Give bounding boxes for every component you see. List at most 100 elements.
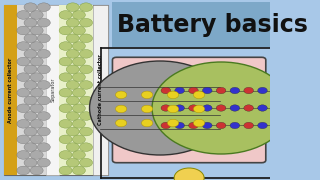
- Circle shape: [59, 104, 72, 112]
- Circle shape: [30, 120, 43, 128]
- Circle shape: [80, 34, 92, 43]
- Circle shape: [72, 42, 85, 50]
- Circle shape: [24, 50, 37, 58]
- Circle shape: [30, 166, 43, 175]
- Bar: [93, 5, 108, 175]
- Circle shape: [17, 88, 30, 97]
- Circle shape: [175, 122, 184, 129]
- Circle shape: [17, 11, 30, 19]
- Circle shape: [188, 105, 198, 111]
- Circle shape: [203, 105, 212, 111]
- Circle shape: [80, 3, 92, 12]
- Circle shape: [37, 81, 50, 89]
- Circle shape: [161, 122, 171, 129]
- Circle shape: [271, 122, 281, 129]
- Circle shape: [37, 34, 50, 43]
- Circle shape: [37, 65, 50, 74]
- Circle shape: [30, 104, 43, 112]
- Circle shape: [188, 122, 198, 129]
- Circle shape: [271, 87, 281, 94]
- Circle shape: [193, 91, 205, 99]
- Circle shape: [72, 11, 85, 19]
- Circle shape: [258, 87, 267, 94]
- Text: Anode current collector: Anode current collector: [8, 57, 13, 123]
- Circle shape: [244, 122, 253, 129]
- Circle shape: [80, 96, 92, 105]
- Circle shape: [72, 104, 85, 112]
- Circle shape: [72, 166, 85, 175]
- Circle shape: [30, 73, 43, 82]
- Text: Battery basics: Battery basics: [116, 12, 308, 37]
- Circle shape: [175, 105, 184, 111]
- Circle shape: [66, 143, 79, 151]
- Circle shape: [17, 26, 30, 35]
- Circle shape: [17, 151, 30, 159]
- Circle shape: [30, 57, 43, 66]
- Circle shape: [175, 87, 184, 94]
- Circle shape: [59, 166, 72, 175]
- Circle shape: [116, 105, 127, 113]
- Circle shape: [80, 50, 92, 58]
- Bar: [4, 5, 17, 175]
- Circle shape: [72, 120, 85, 128]
- Circle shape: [230, 105, 240, 111]
- Circle shape: [59, 73, 72, 82]
- Circle shape: [66, 81, 79, 89]
- Circle shape: [17, 120, 30, 128]
- Circle shape: [59, 57, 72, 66]
- Circle shape: [72, 73, 85, 82]
- Circle shape: [72, 88, 85, 97]
- Circle shape: [66, 65, 79, 74]
- Circle shape: [30, 11, 43, 19]
- Circle shape: [167, 91, 179, 99]
- Circle shape: [80, 81, 92, 89]
- Circle shape: [30, 26, 43, 35]
- Circle shape: [59, 11, 72, 19]
- Circle shape: [30, 42, 43, 50]
- Circle shape: [230, 87, 240, 94]
- Circle shape: [161, 105, 171, 111]
- Circle shape: [80, 65, 92, 74]
- Circle shape: [17, 135, 30, 144]
- Circle shape: [59, 88, 72, 97]
- Circle shape: [216, 87, 226, 94]
- Circle shape: [24, 127, 37, 136]
- Circle shape: [188, 87, 198, 94]
- Circle shape: [66, 50, 79, 58]
- Circle shape: [30, 151, 43, 159]
- Circle shape: [193, 105, 205, 113]
- Circle shape: [30, 135, 43, 144]
- Circle shape: [141, 105, 153, 113]
- Bar: [4, 5, 108, 175]
- Circle shape: [59, 26, 72, 35]
- Bar: [17, 5, 46, 175]
- Circle shape: [59, 120, 72, 128]
- Circle shape: [258, 105, 267, 111]
- Circle shape: [37, 50, 50, 58]
- Circle shape: [141, 119, 153, 127]
- Circle shape: [66, 3, 79, 12]
- Circle shape: [203, 87, 212, 94]
- Circle shape: [66, 127, 79, 136]
- Circle shape: [116, 91, 127, 99]
- Circle shape: [244, 105, 253, 111]
- Text: Cathode current collector: Cathode current collector: [98, 55, 103, 125]
- Circle shape: [59, 135, 72, 144]
- Circle shape: [37, 158, 50, 167]
- Circle shape: [66, 96, 79, 105]
- Circle shape: [72, 26, 85, 35]
- Circle shape: [17, 166, 30, 175]
- Circle shape: [17, 42, 30, 50]
- Circle shape: [72, 57, 85, 66]
- Circle shape: [141, 91, 153, 99]
- Circle shape: [80, 127, 92, 136]
- Circle shape: [216, 122, 226, 129]
- Circle shape: [24, 18, 37, 27]
- Bar: [46, 5, 59, 175]
- Circle shape: [152, 62, 290, 154]
- Circle shape: [203, 122, 212, 129]
- Circle shape: [66, 158, 79, 167]
- Circle shape: [24, 112, 37, 120]
- Circle shape: [37, 112, 50, 120]
- Circle shape: [66, 112, 79, 120]
